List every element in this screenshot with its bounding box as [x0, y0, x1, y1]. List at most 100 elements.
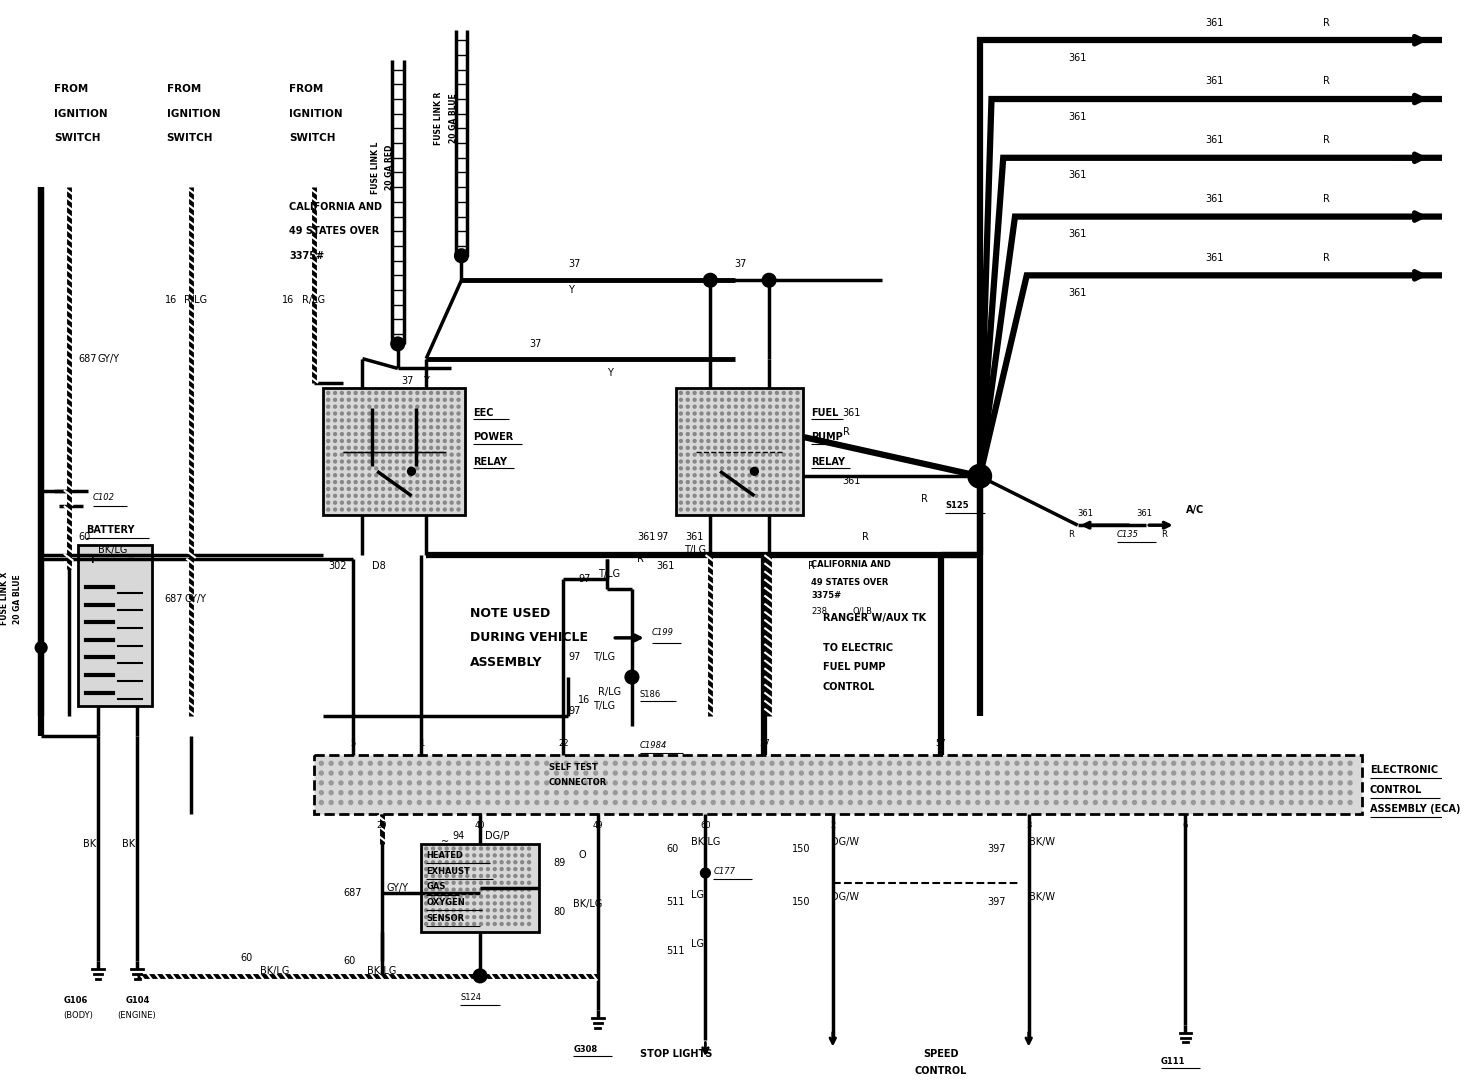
Circle shape — [686, 454, 689, 456]
Circle shape — [755, 487, 758, 491]
Circle shape — [614, 801, 617, 804]
Text: 361: 361 — [1206, 194, 1223, 203]
Circle shape — [1260, 771, 1264, 775]
Circle shape — [714, 460, 717, 463]
Circle shape — [761, 398, 764, 401]
Circle shape — [327, 392, 330, 395]
Text: R: R — [1323, 194, 1329, 203]
Circle shape — [409, 454, 412, 456]
Circle shape — [1279, 762, 1284, 765]
Circle shape — [417, 392, 420, 395]
Circle shape — [402, 392, 405, 395]
Text: BK: BK — [122, 839, 135, 849]
Circle shape — [1083, 791, 1088, 794]
Circle shape — [776, 425, 779, 429]
Circle shape — [776, 405, 779, 408]
Circle shape — [389, 487, 392, 491]
Circle shape — [425, 895, 428, 898]
Circle shape — [402, 487, 405, 491]
Circle shape — [389, 473, 392, 477]
Circle shape — [422, 473, 425, 477]
Circle shape — [686, 502, 689, 504]
Circle shape — [486, 902, 489, 905]
Circle shape — [680, 392, 683, 395]
Text: T/LG: T/LG — [684, 545, 707, 555]
Circle shape — [493, 888, 496, 891]
Circle shape — [927, 801, 930, 804]
Circle shape — [735, 487, 737, 491]
Circle shape — [425, 848, 428, 850]
Circle shape — [768, 467, 771, 470]
Circle shape — [701, 412, 704, 415]
Circle shape — [340, 425, 343, 429]
Circle shape — [396, 433, 399, 435]
Circle shape — [789, 487, 792, 491]
Bar — [676, 388, 804, 516]
Circle shape — [456, 454, 459, 456]
Text: EXHAUST: EXHAUST — [427, 866, 470, 876]
Circle shape — [389, 781, 392, 784]
Circle shape — [714, 446, 717, 449]
Circle shape — [995, 781, 999, 784]
Circle shape — [355, 446, 358, 449]
Circle shape — [1319, 791, 1323, 794]
Circle shape — [500, 902, 503, 905]
Circle shape — [1260, 781, 1264, 784]
Circle shape — [976, 781, 980, 784]
Circle shape — [339, 762, 343, 765]
Circle shape — [368, 481, 371, 483]
Circle shape — [330, 781, 333, 784]
Text: IGNITION: IGNITION — [54, 109, 107, 119]
Circle shape — [355, 460, 358, 463]
Text: DG/P: DG/P — [484, 831, 509, 841]
Circle shape — [755, 425, 758, 429]
Circle shape — [467, 771, 470, 775]
Circle shape — [456, 419, 459, 422]
Circle shape — [480, 848, 483, 850]
Circle shape — [780, 801, 783, 804]
Circle shape — [721, 508, 724, 511]
Circle shape — [686, 398, 689, 401]
Circle shape — [735, 392, 737, 395]
Circle shape — [1113, 781, 1117, 784]
Circle shape — [986, 762, 989, 765]
Circle shape — [443, 433, 446, 435]
Circle shape — [1094, 781, 1097, 784]
Text: 60: 60 — [667, 843, 679, 853]
Text: HEATED: HEATED — [427, 851, 464, 860]
Circle shape — [721, 801, 726, 804]
Circle shape — [693, 494, 696, 497]
Circle shape — [446, 923, 449, 926]
Circle shape — [643, 762, 646, 765]
Circle shape — [521, 854, 524, 857]
Circle shape — [437, 467, 440, 470]
Circle shape — [727, 508, 730, 511]
Circle shape — [614, 781, 617, 784]
Circle shape — [480, 895, 483, 898]
Circle shape — [446, 908, 449, 912]
Circle shape — [782, 454, 785, 456]
Circle shape — [486, 781, 490, 784]
Circle shape — [652, 781, 657, 784]
Circle shape — [742, 454, 745, 456]
Text: 2: 2 — [830, 821, 836, 830]
Circle shape — [946, 762, 951, 765]
Circle shape — [969, 465, 992, 487]
Circle shape — [446, 916, 449, 918]
Circle shape — [417, 467, 420, 470]
Circle shape — [799, 762, 804, 765]
Circle shape — [707, 398, 710, 401]
Circle shape — [521, 848, 524, 850]
Circle shape — [447, 781, 450, 784]
Circle shape — [430, 494, 433, 497]
Circle shape — [1270, 801, 1273, 804]
Circle shape — [334, 398, 337, 401]
Circle shape — [361, 392, 364, 395]
Circle shape — [789, 454, 792, 456]
Circle shape — [417, 460, 420, 463]
Circle shape — [500, 908, 503, 912]
Circle shape — [1250, 781, 1254, 784]
Circle shape — [545, 801, 549, 804]
Circle shape — [443, 392, 446, 395]
Circle shape — [500, 881, 503, 885]
